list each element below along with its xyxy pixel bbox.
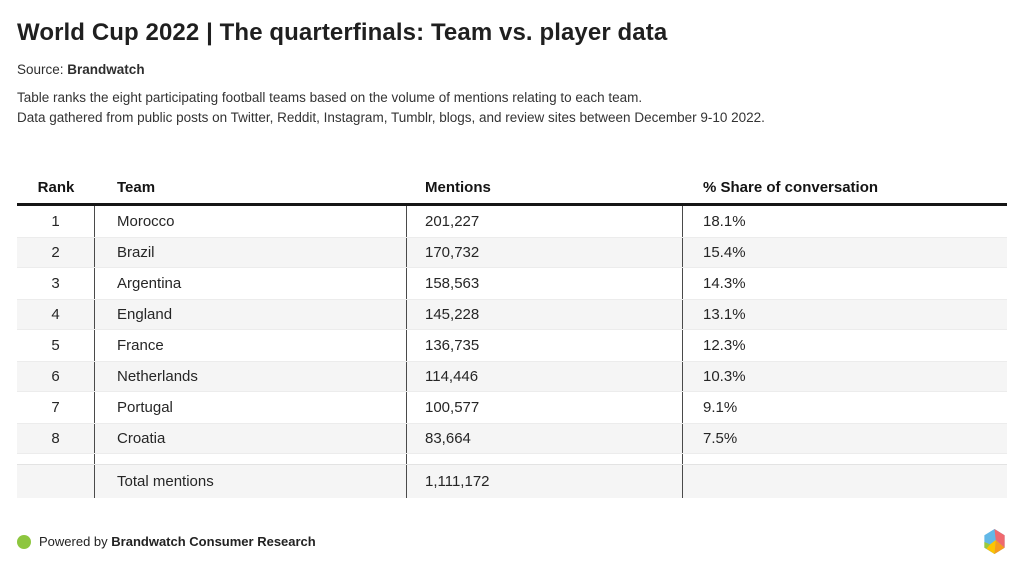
table-row: 8 Croatia 83,664 7.5% (17, 423, 1007, 454)
table-row: 4 England 145,228 13.1% (17, 299, 1007, 330)
team-cell: Argentina (95, 268, 407, 299)
table-row: 1 Morocco 201,227 18.1% (17, 206, 1007, 237)
powered-by-name: Brandwatch Consumer Research (111, 534, 316, 549)
description-line-2: Data gathered from public posts on Twitt… (17, 109, 765, 125)
table-body: 1 Morocco 201,227 18.1% 2 Brazil 170,732… (17, 206, 1007, 454)
mentions-cell: 83,664 (407, 424, 683, 453)
mentions-cell: 136,735 (407, 330, 683, 361)
description-line-1: Table ranks the eight participating foot… (17, 90, 643, 105)
team-cell: Croatia (95, 424, 407, 453)
column-header-team: Team (117, 178, 156, 196)
powered-by-text: Powered by Brandwatch Consumer Research (39, 534, 316, 549)
share-cell: 7.5% (703, 430, 738, 447)
table-row: 6 Netherlands 114,446 10.3% (17, 361, 1007, 392)
mentions-cell: 201,227 (407, 206, 683, 237)
powered-by-prefix: Powered by (39, 534, 108, 549)
share-cell: 14.3% (703, 275, 746, 292)
table-header-row: Rank Team Mentions % Share of conversati… (17, 171, 1007, 206)
total-rank-cell (17, 465, 95, 498)
total-mentions-cell: 1,111,172 (407, 465, 683, 498)
team-cell: Morocco (95, 206, 407, 237)
column-header-share: % Share of conversation (703, 178, 879, 196)
share-cell: 13.1% (703, 306, 746, 323)
rank-cell: 4 (17, 300, 95, 329)
rank-cell: 7 (17, 392, 95, 423)
table-spacer-row (17, 454, 1007, 465)
rank-cell: 5 (17, 330, 95, 361)
infographic-page: World Cup 2022 | The quarterfinals: Team… (17, 19, 1007, 555)
column-header-mentions: Mentions (425, 178, 491, 196)
mentions-cell: 158,563 (407, 268, 683, 299)
share-cell: 9.1% (703, 399, 738, 416)
rank-cell: 6 (17, 362, 95, 391)
table-row: 7 Portugal 100,577 9.1% (17, 392, 1007, 423)
total-label-cell: Total mentions (95, 465, 407, 498)
team-cell: Brazil (95, 238, 407, 267)
team-cell: England (95, 300, 407, 329)
share-cell: 15.4% (703, 244, 746, 261)
mentions-cell: 170,732 (407, 238, 683, 267)
mentions-cell: 114,446 (407, 362, 683, 391)
rank-cell: 8 (17, 424, 95, 453)
brandwatch-hexagon-logo-icon (984, 528, 1005, 555)
mentions-cell: 145,228 (407, 300, 683, 329)
table-row: 3 Argentina 158,563 14.3% (17, 268, 1007, 299)
rank-cell: 3 (17, 268, 95, 299)
table-row: 2 Brazil 170,732 15.4% (17, 237, 1007, 268)
mentions-cell: 100,577 (407, 392, 683, 423)
table-row: 5 France 136,735 12.3% (17, 330, 1007, 361)
footer: Powered by Brandwatch Consumer Research (17, 528, 1007, 555)
team-cell: France (95, 330, 407, 361)
source-label: Source: (17, 62, 64, 77)
page-title: World Cup 2022 | The quarterfinals: Team… (17, 19, 668, 46)
source-line: Source: Brandwatch (17, 62, 1007, 77)
share-cell: 10.3% (703, 368, 746, 385)
brandwatch-dot-icon (17, 534, 31, 549)
team-cell: Netherlands (95, 362, 407, 391)
total-share-cell (683, 465, 1007, 498)
source-name: Brandwatch (67, 62, 145, 77)
share-cell: 18.1% (703, 213, 746, 230)
team-mentions-table: Rank Team Mentions % Share of conversati… (17, 171, 1007, 498)
table-total-row: Total mentions 1,111,172 (17, 465, 1007, 498)
team-cell: Portugal (95, 392, 407, 423)
column-header-rank: Rank (37, 178, 75, 196)
rank-cell: 1 (17, 206, 95, 237)
rank-cell: 2 (17, 238, 95, 267)
share-cell: 12.3% (703, 337, 746, 354)
